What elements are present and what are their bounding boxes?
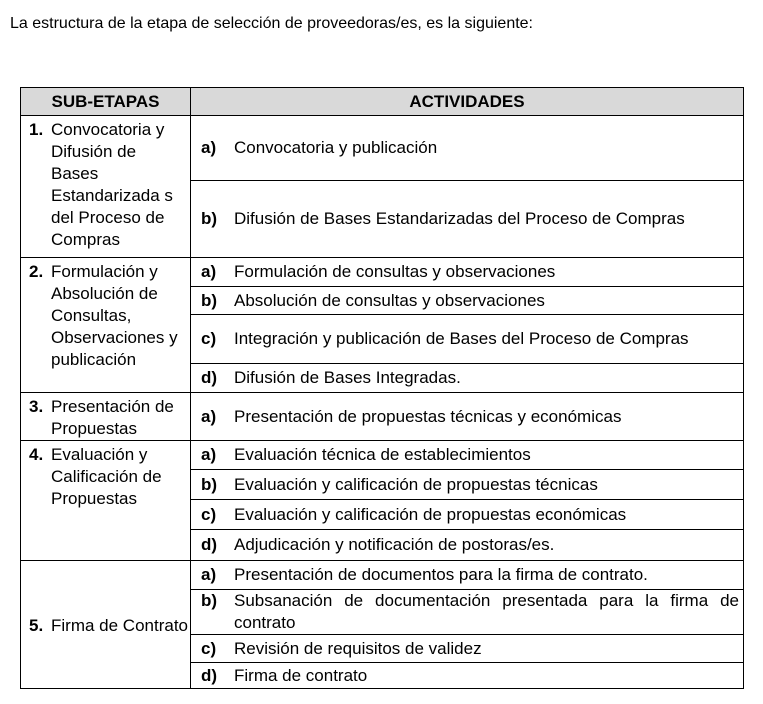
- table-row: 3. Presentación de Propuestas a) Presentaci…: [20, 392, 744, 441]
- actividad-text: Evaluación y calificación de propuestas …: [234, 504, 627, 524]
- actividad-cell: d) Adjudicación y notificación de postora…: [190, 529, 744, 561]
- actividad-letter: d): [201, 665, 218, 685]
- actividad-letter: c): [201, 638, 217, 658]
- actividad-text: Difusión de Bases Integradas.: [234, 368, 461, 387]
- table-row: 4. Evaluación y Calificación de Propuesta…: [20, 440, 744, 561]
- actividad-cell: a) Convocatoria y publicación: [190, 115, 744, 181]
- table-row: c) Integración y publicación de Bases del…: [21, 314, 744, 364]
- actividad-cell: c) Revisión de requisitos de validez: [190, 634, 744, 663]
- table-row: b) Absolución de consultas y observacione…: [21, 286, 744, 315]
- table-row: c) Evaluación y calificación de propuesta…: [21, 499, 744, 530]
- actividad-letter: b): [201, 591, 218, 610]
- actividad-cell: c) Evaluación y calificación de propuesta…: [190, 499, 744, 530]
- intro-text: La estructura de la etapa de selección d…: [10, 15, 533, 32]
- table-row: c) Revisión de requisitos de validez: [21, 634, 744, 663]
- actividad-text: Presentación de documentos para la firma…: [234, 565, 648, 584]
- actividad-letter: a): [201, 138, 217, 157]
- sub-etapa-cell: 4. Evaluación y Calificación de Propuesta…: [20, 440, 191, 561]
- table-row: d) Firma de contrato: [21, 662, 744, 689]
- actividad-text: Firma de contrato: [234, 665, 368, 685]
- sub-etapa-cell: 2. Formulación y Absolución de Consultas,…: [20, 257, 191, 393]
- actividad-cell: b) Subsanación de documentación presentad…: [190, 589, 744, 635]
- actividad-text: Convocatoria y publicación: [234, 138, 438, 157]
- sub-etapa-number: 3.: [29, 397, 44, 416]
- actividad-text: Evaluación y calificación de propuestas …: [234, 474, 598, 494]
- actividad-cell: a) Evaluación técnica de establecimientos: [190, 440, 744, 470]
- sub-etapa-name: Evaluación y Calificación de Propuestas: [51, 445, 162, 508]
- actividad-text: Integración y publicación de Bases del P…: [234, 329, 689, 348]
- table-row: d) Difusión de Bases Integradas.: [21, 363, 744, 393]
- table-row: b) Subsanación de documentación presentad…: [21, 589, 744, 635]
- sub-etapa-number: 1.: [29, 120, 44, 139]
- sub-etapa-number: 4.: [29, 445, 44, 464]
- actividad-letter: c): [201, 329, 217, 348]
- sub-etapa-number: 2.: [29, 262, 44, 281]
- actividad-letter: a): [201, 445, 217, 464]
- header-actividades: ACTIVIDADES: [190, 87, 744, 116]
- sub-etapa-name: Presentación de Propuestas: [51, 397, 174, 438]
- actividad-text: Absolución de consultas y observaciones: [234, 290, 545, 310]
- stages-table: SUB-ETAPAS ACTIVIDADES 1. Convocatoria y …: [20, 87, 744, 689]
- sub-etapa-number: 5.: [29, 616, 44, 635]
- actividad-letter: c): [201, 504, 217, 524]
- actividad-text: Difusión de Bases Estandarizadas del Pro…: [234, 209, 685, 228]
- actividad-text: Revisión de requisitos de validez: [234, 638, 482, 658]
- sub-etapa-cell: 1. Convocatoria y Difusión de Bases Estan…: [20, 115, 191, 258]
- actividad-cell: b) Absolución de consultas y observacione…: [190, 286, 744, 315]
- table-row: 5. Firma de Contrato a) Presentación de doc…: [20, 560, 744, 689]
- actividad-letter: a): [201, 406, 217, 426]
- table-row: 1. Convocatoria y Difusión de Bases Estan…: [20, 115, 744, 258]
- actividad-letter: a): [201, 262, 217, 281]
- actividad-cell: d) Firma de contrato: [190, 662, 744, 689]
- sub-etapa-name: Formulación y Absolución de Consultas, O…: [51, 262, 178, 369]
- actividad-text: Subsanación de documentación presentada …: [234, 591, 739, 632]
- sub-etapa-cell: 5. Firma de Contrato: [20, 560, 191, 689]
- actividad-text: Presentación de propuestas técnicas y ec…: [234, 406, 622, 426]
- actividad-cell: a) Presentación de documentos para la fir…: [190, 560, 744, 590]
- actividad-letter: b): [201, 474, 218, 494]
- actividad-text: Adjudicación y notificación de postoras/…: [234, 535, 555, 554]
- actividad-cell: a) Formulación de consultas y observacion…: [190, 257, 744, 287]
- sub-etapa-name: Convocatoria y Difusión de Bases Estanda…: [51, 120, 173, 249]
- actividad-text: Formulación de consultas y observaciones: [234, 262, 556, 281]
- table-row: b) Difusión de Bases Estandarizadas del P…: [21, 180, 744, 258]
- actividad-cell: a) Presentación de propuestas técnicas y …: [190, 392, 744, 441]
- actividad-text: Evaluación técnica de establecimientos: [234, 445, 531, 464]
- sub-etapa-name: Firma de Contrato: [51, 616, 188, 635]
- actividad-cell: b) Difusión de Bases Estandarizadas del P…: [190, 180, 744, 258]
- actividad-letter: b): [201, 290, 218, 310]
- sub-etapa-cell: 3. Presentación de Propuestas: [20, 392, 191, 441]
- actividad-cell: d) Difusión de Bases Integradas.: [190, 363, 744, 393]
- actividad-cell: c) Integración y publicación de Bases del…: [190, 314, 744, 364]
- header-sub-etapas: SUB-ETAPAS: [20, 87, 191, 116]
- actividad-letter: d): [201, 368, 218, 387]
- actividad-letter: b): [201, 209, 218, 228]
- actividad-cell: b) Evaluación y calificación de propuesta…: [190, 469, 744, 500]
- actividad-letter: d): [201, 535, 218, 554]
- table-row: b) Evaluación y calificación de propuesta…: [21, 469, 744, 500]
- table-row: 2. Formulación y Absolución de Consultas,…: [20, 257, 744, 393]
- actividad-letter: a): [201, 565, 217, 584]
